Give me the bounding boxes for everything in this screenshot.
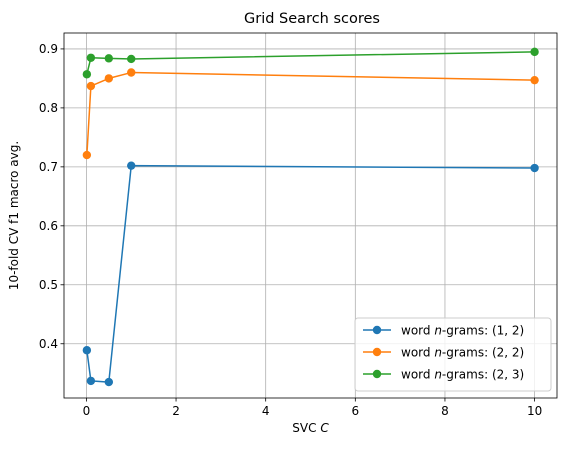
series-layer [82, 47, 539, 387]
x-tick-label: 0 [83, 404, 91, 418]
legend-item: word n-grams: (1, 2) [363, 324, 524, 338]
legend-item: word n-grams: (2, 3) [363, 368, 524, 382]
legend-box [354, 317, 552, 392]
x-tick-label: 4 [262, 404, 270, 418]
x-axis-title-variable: C [320, 421, 329, 435]
x-tick-label: 8 [441, 404, 449, 418]
x-tick-label: 10 [527, 404, 542, 418]
axis-ticks: 0 2 4 6 8 10 0.4 0.5 0.6 0.7 0.8 0.9 [39, 42, 542, 418]
y-tick-label: 0.9 [39, 42, 58, 56]
y-tick-label: 0.5 [39, 278, 58, 292]
legend-label: word n-grams: (1, 2) [401, 324, 524, 338]
y-tick-label: 0.4 [39, 337, 58, 351]
data-point [104, 377, 114, 387]
series-2 [82, 68, 539, 160]
data-point [530, 163, 539, 173]
legend-marker [372, 347, 382, 357]
plot-frame [63, 32, 558, 399]
x-tick-label: 2 [172, 404, 180, 418]
data-point [82, 70, 92, 79]
y-tick-label: 0.7 [39, 160, 58, 174]
series-3 [82, 47, 539, 79]
legend-label: word n-grams: (2, 3) [401, 368, 524, 382]
legend-marker [372, 369, 382, 379]
data-point [82, 346, 92, 355]
legend: word n-grams: (1, 2) word n-grams: (2, 2)… [354, 317, 552, 392]
legend-item: word n-grams: (2, 2) [363, 346, 524, 360]
data-point [127, 68, 136, 77]
data-point [82, 150, 92, 160]
data-point [104, 54, 114, 63]
data-point [86, 376, 96, 386]
data-point [104, 74, 114, 83]
y-tick-label: 0.8 [39, 101, 58, 115]
legend-marker [372, 325, 382, 335]
data-point [86, 81, 96, 91]
y-axis-title: 10-fold CV f1 macro avg. [7, 141, 21, 290]
x-axis-title: SVC C [292, 421, 329, 435]
chart-title: Grid Search scores [244, 11, 380, 27]
x-tick-label: 6 [351, 404, 359, 418]
series-line [86, 51, 535, 75]
data-point [127, 161, 136, 170]
series-line [86, 71, 535, 156]
legend-label: word n-grams: (2, 2) [401, 346, 524, 360]
y-tick-label: 0.6 [39, 219, 58, 233]
data-point [530, 47, 539, 57]
data-point [530, 75, 539, 85]
grid [64, 33, 557, 398]
series-1 [82, 161, 539, 387]
x-axis-title-text: SVC [292, 421, 316, 435]
data-point [127, 54, 136, 64]
data-point [86, 53, 96, 62]
